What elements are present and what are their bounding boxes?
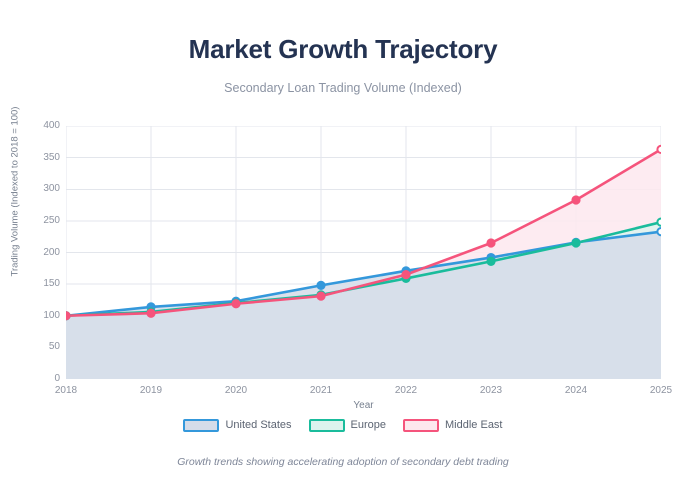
- chart-plot-svg: [66, 126, 661, 379]
- data-point[interactable]: [316, 280, 326, 290]
- legend-swatch-united-states: [183, 419, 220, 432]
- legend-label-united-states: United States: [225, 419, 292, 431]
- data-point[interactable]: [146, 308, 156, 318]
- y-axis-tick-label: 400: [43, 120, 60, 131]
- data-point[interactable]: [571, 195, 581, 205]
- x-axis-tick-label: 2023: [479, 385, 503, 396]
- chart-subtitle: Secondary Loan Trading Volume (Indexed): [224, 81, 462, 95]
- y-axis-tick-label: 300: [43, 183, 60, 195]
- x-axis-tick-label: 2021: [309, 385, 333, 396]
- chart-title: Market Growth Trajectory: [188, 34, 498, 64]
- y-axis-tick-label: 150: [43, 278, 60, 290]
- x-axis-tick-label: 2020: [224, 385, 248, 396]
- chart-caption: Growth trends showing accelerating adopt…: [177, 456, 509, 468]
- y-axis-tick-label: 0: [54, 373, 60, 384]
- plot-area: [66, 126, 661, 379]
- data-point[interactable]: [656, 227, 661, 237]
- legend-swatch-europe: [308, 419, 345, 432]
- y-axis-tick-label: 100: [43, 309, 60, 321]
- y-axis-tick-label: 250: [43, 214, 60, 226]
- legend-label-middle-east: Middle East: [445, 419, 503, 431]
- y-axis-ticks: 0 50 100 150 200 250 300 350 400: [26, 121, 60, 384]
- legend-item-united-states[interactable]: United States: [183, 419, 292, 432]
- chart-legend: United States Europe Middle East: [0, 419, 686, 432]
- x-axis-tick-label: 2022: [394, 385, 418, 396]
- data-point[interactable]: [316, 291, 326, 301]
- data-point[interactable]: [401, 270, 411, 280]
- y-axis-tick-label: 200: [43, 246, 60, 258]
- data-point[interactable]: [656, 217, 661, 227]
- x-axis-tick-label: 2018: [54, 385, 78, 396]
- x-axis-tick-label: 2024: [564, 385, 588, 396]
- y-axis-tick-label: 50: [48, 341, 60, 353]
- y-axis-label: Trading Volume (Indexed to 2018 = 100): [9, 106, 21, 277]
- legend-label-europe: Europe: [350, 419, 387, 431]
- data-point[interactable]: [231, 299, 241, 309]
- x-axis-label: Year: [353, 400, 374, 411]
- y-axis-tick-label: 350: [43, 151, 60, 163]
- x-axis-tick-label: 2025: [649, 385, 673, 396]
- series-line-middle-east: [66, 148, 661, 318]
- data-point[interactable]: [656, 144, 661, 155]
- series-area-united-states: [66, 231, 661, 379]
- data-point[interactable]: [486, 256, 496, 266]
- legend-item-middle-east[interactable]: Middle East: [403, 419, 503, 432]
- data-point[interactable]: [571, 238, 581, 248]
- x-axis-tick-label: 2019: [139, 385, 163, 396]
- data-point[interactable]: [486, 238, 496, 248]
- legend-swatch-middle-east: [403, 419, 440, 432]
- legend-item-europe[interactable]: Europe: [308, 419, 387, 432]
- x-axis-ticks: 2018 2019 2020 2021 2022 2023 2024 2025: [55, 385, 672, 399]
- data-point[interactable]: [66, 311, 71, 321]
